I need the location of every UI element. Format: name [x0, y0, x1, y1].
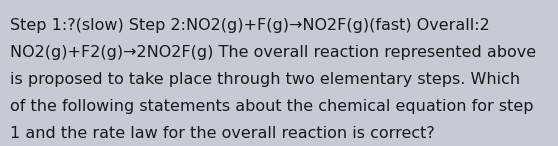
Text: NO2(g)+F2(g)→2NO2F(g) The overall reaction represented above: NO2(g)+F2(g)→2NO2F(g) The overall reacti… [10, 45, 536, 60]
Text: of the following statements about the chemical equation for step: of the following statements about the ch… [10, 99, 533, 114]
Text: is proposed to take place through two elementary steps. Which: is proposed to take place through two el… [10, 72, 520, 87]
Text: Step 1:?(slow) Step 2:NO2(g)+F(g)→NO2F(g)(fast) Overall:2: Step 1:?(slow) Step 2:NO2(g)+F(g)→NO2F(g… [10, 18, 490, 33]
Text: 1 and the rate law for the overall reaction is correct?: 1 and the rate law for the overall react… [10, 126, 435, 141]
